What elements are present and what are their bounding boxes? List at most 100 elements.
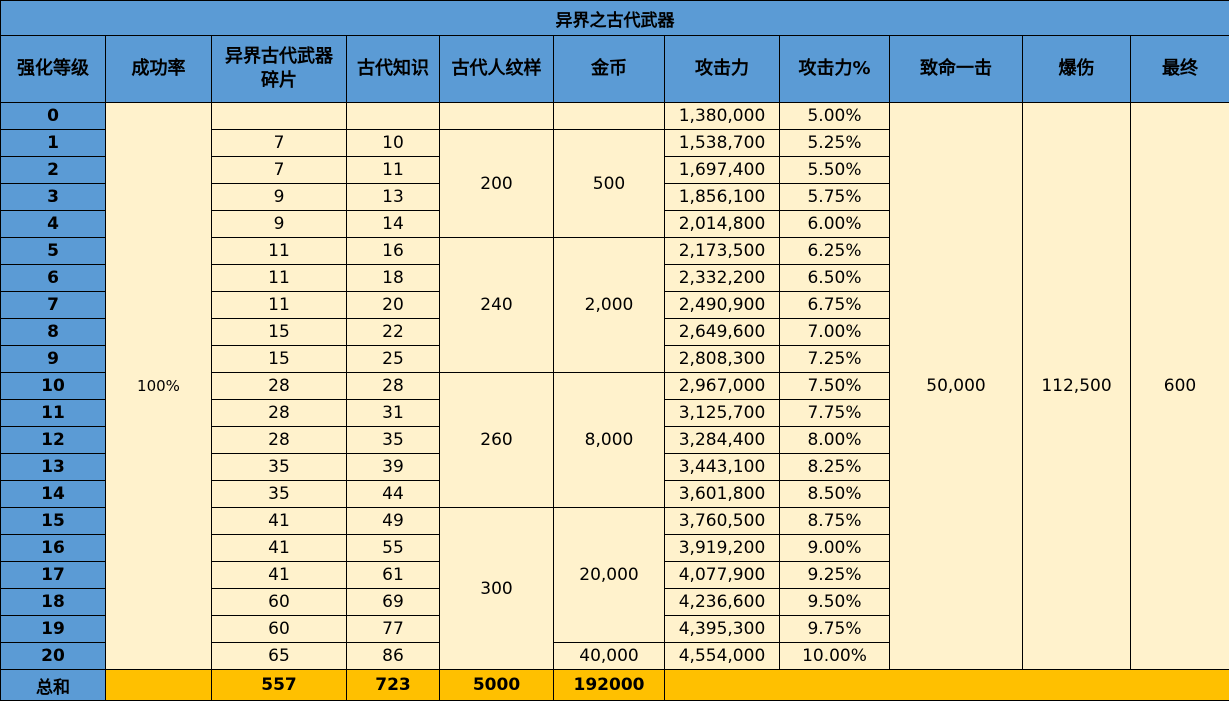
total-knowledge: 723 [346, 669, 440, 701]
knowledge-cell: 25 [346, 345, 440, 373]
fragment-cell: 15 [211, 345, 347, 373]
attack-pct-cell: 9.25% [779, 561, 890, 589]
fragment-cell: 28 [211, 426, 347, 454]
attack-pct-cell: 9.00% [779, 534, 890, 562]
table-row: 16 41 55 3,919,200 9.00% [0, 534, 1229, 562]
fragment-cell: 60 [211, 588, 347, 616]
level-cell: 8 [0, 318, 106, 346]
level-cell: 18 [0, 588, 106, 616]
attack-pct-cell: 7.00% [779, 318, 890, 346]
attack-cell: 3,125,700 [664, 399, 780, 427]
fragment-cell: 35 [211, 453, 347, 481]
knowledge-cell: 61 [346, 561, 440, 589]
level-cell: 19 [0, 615, 106, 643]
knowledge-cell: 35 [346, 426, 440, 454]
attack-pct-cell: 8.00% [779, 426, 890, 454]
header-fragment: 异界古代武器 碎片 [211, 35, 347, 103]
attack-pct-cell: 8.25% [779, 453, 890, 481]
table-row: 18 60 69 4,236,600 9.50% [0, 588, 1229, 616]
attack-pct-cell: 6.00% [779, 210, 890, 238]
crit-cell: 50,000 [889, 102, 1023, 670]
fragment-cell: 15 [211, 318, 347, 346]
header-pattern: 古代人纹样 [439, 35, 554, 103]
attack-pct-cell: 6.25% [779, 237, 890, 265]
fragment-cell: 11 [211, 291, 347, 319]
attack-pct-cell: 6.50% [779, 264, 890, 292]
total-row: 总和 557 723 5000 192000 [0, 669, 1229, 701]
fragment-cell: 9 [211, 183, 347, 211]
attack-cell: 2,808,300 [664, 345, 780, 373]
table-row: 11 28 31 3,125,700 7.75% [0, 399, 1229, 427]
table-row: 6 11 18 2,332,200 6.50% [0, 264, 1229, 292]
table-row: 15 41 49 300 20,000 3,760,500 8.75% [0, 507, 1229, 670]
knowledge-cell: 55 [346, 534, 440, 562]
gold-group-cell: 20,000 [553, 507, 665, 643]
attack-pct-cell: 8.75% [779, 507, 890, 535]
knowledge-cell: 31 [346, 399, 440, 427]
table-row: 3 9 13 1,856,100 5.75% [0, 183, 1229, 211]
fragment-cell: 41 [211, 507, 347, 535]
level-cell: 0 [0, 102, 106, 130]
attack-pct-cell: 5.25% [779, 129, 890, 157]
total-gold: 192000 [553, 669, 665, 701]
knowledge-cell: 16 [346, 237, 440, 265]
level-cell: 17 [0, 561, 106, 589]
attack-cell: 1,380,000 [664, 102, 780, 130]
fragment-cell [211, 102, 347, 130]
attack-cell: 4,077,900 [664, 561, 780, 589]
fragment-cell: 41 [211, 534, 347, 562]
table-row: 9 15 25 2,808,300 7.25% [0, 345, 1229, 373]
total-label: 总和 [0, 669, 106, 701]
pattern-cell-empty [439, 102, 554, 130]
attack-cell: 1,538,700 [664, 129, 780, 157]
header-gold: 金币 [553, 35, 665, 103]
rate-value: 100% [137, 377, 180, 395]
table-row: 1 7 10 200 500 1,538,700 5.25% [0, 129, 1229, 238]
fragment-cell: 11 [211, 237, 347, 265]
knowledge-cell: 11 [346, 156, 440, 184]
attack-pct-cell: 5.75% [779, 183, 890, 211]
attack-cell: 2,014,800 [664, 210, 780, 238]
attack-pct-cell: 9.50% [779, 588, 890, 616]
attack-cell: 4,554,000 [664, 642, 780, 670]
table-row: 20 65 86 40,000 4,554,000 10.00% [0, 642, 1229, 670]
attack-cell: 2,967,000 [664, 372, 780, 400]
attack-pct-cell: 5.00% [779, 102, 890, 130]
knowledge-cell: 22 [346, 318, 440, 346]
rate-cell: 100% [105, 102, 212, 670]
attack-pct-cell: 6.75% [779, 291, 890, 319]
level-cell: 6 [0, 264, 106, 292]
attack-pct-cell: 7.75% [779, 399, 890, 427]
knowledge-cell: 13 [346, 183, 440, 211]
attack-pct-cell: 7.25% [779, 345, 890, 373]
table-row: 0 100% 1,380,000 5.00% 50,000 112,500 60… [0, 102, 1229, 670]
fragment-cell: 35 [211, 480, 347, 508]
level-cell: 5 [0, 237, 106, 265]
header-attack-pct: 攻击力% [779, 35, 890, 103]
gold-group-cell: 8,000 [553, 372, 665, 508]
fragment-cell: 9 [211, 210, 347, 238]
table-row: 19 60 77 4,395,300 9.75% [0, 615, 1229, 643]
attack-cell: 3,919,200 [664, 534, 780, 562]
attack-pct-cell: 7.50% [779, 372, 890, 400]
table-title: 异界之古代武器 [0, 0, 1229, 36]
attack-cell: 3,760,500 [664, 507, 780, 535]
attack-cell: 4,236,600 [664, 588, 780, 616]
table-row: 14 35 44 3,601,800 8.50% [0, 480, 1229, 508]
level-cell: 16 [0, 534, 106, 562]
fragment-cell: 7 [211, 129, 347, 157]
attack-cell: 2,173,500 [664, 237, 780, 265]
gold-group-cell: 40,000 [553, 642, 665, 670]
level-cell: 11 [0, 399, 106, 427]
gold-cell-empty [553, 102, 665, 130]
knowledge-cell: 77 [346, 615, 440, 643]
attack-cell: 3,443,100 [664, 453, 780, 481]
fragment-cell: 7 [211, 156, 347, 184]
level-cell: 12 [0, 426, 106, 454]
fragment-cell: 28 [211, 399, 347, 427]
attack-cell: 4,395,300 [664, 615, 780, 643]
total-rate-empty [105, 669, 212, 701]
table-row: 8 15 22 2,649,600 7.00% [0, 318, 1229, 346]
level-cell: 10 [0, 372, 106, 400]
level-cell: 13 [0, 453, 106, 481]
